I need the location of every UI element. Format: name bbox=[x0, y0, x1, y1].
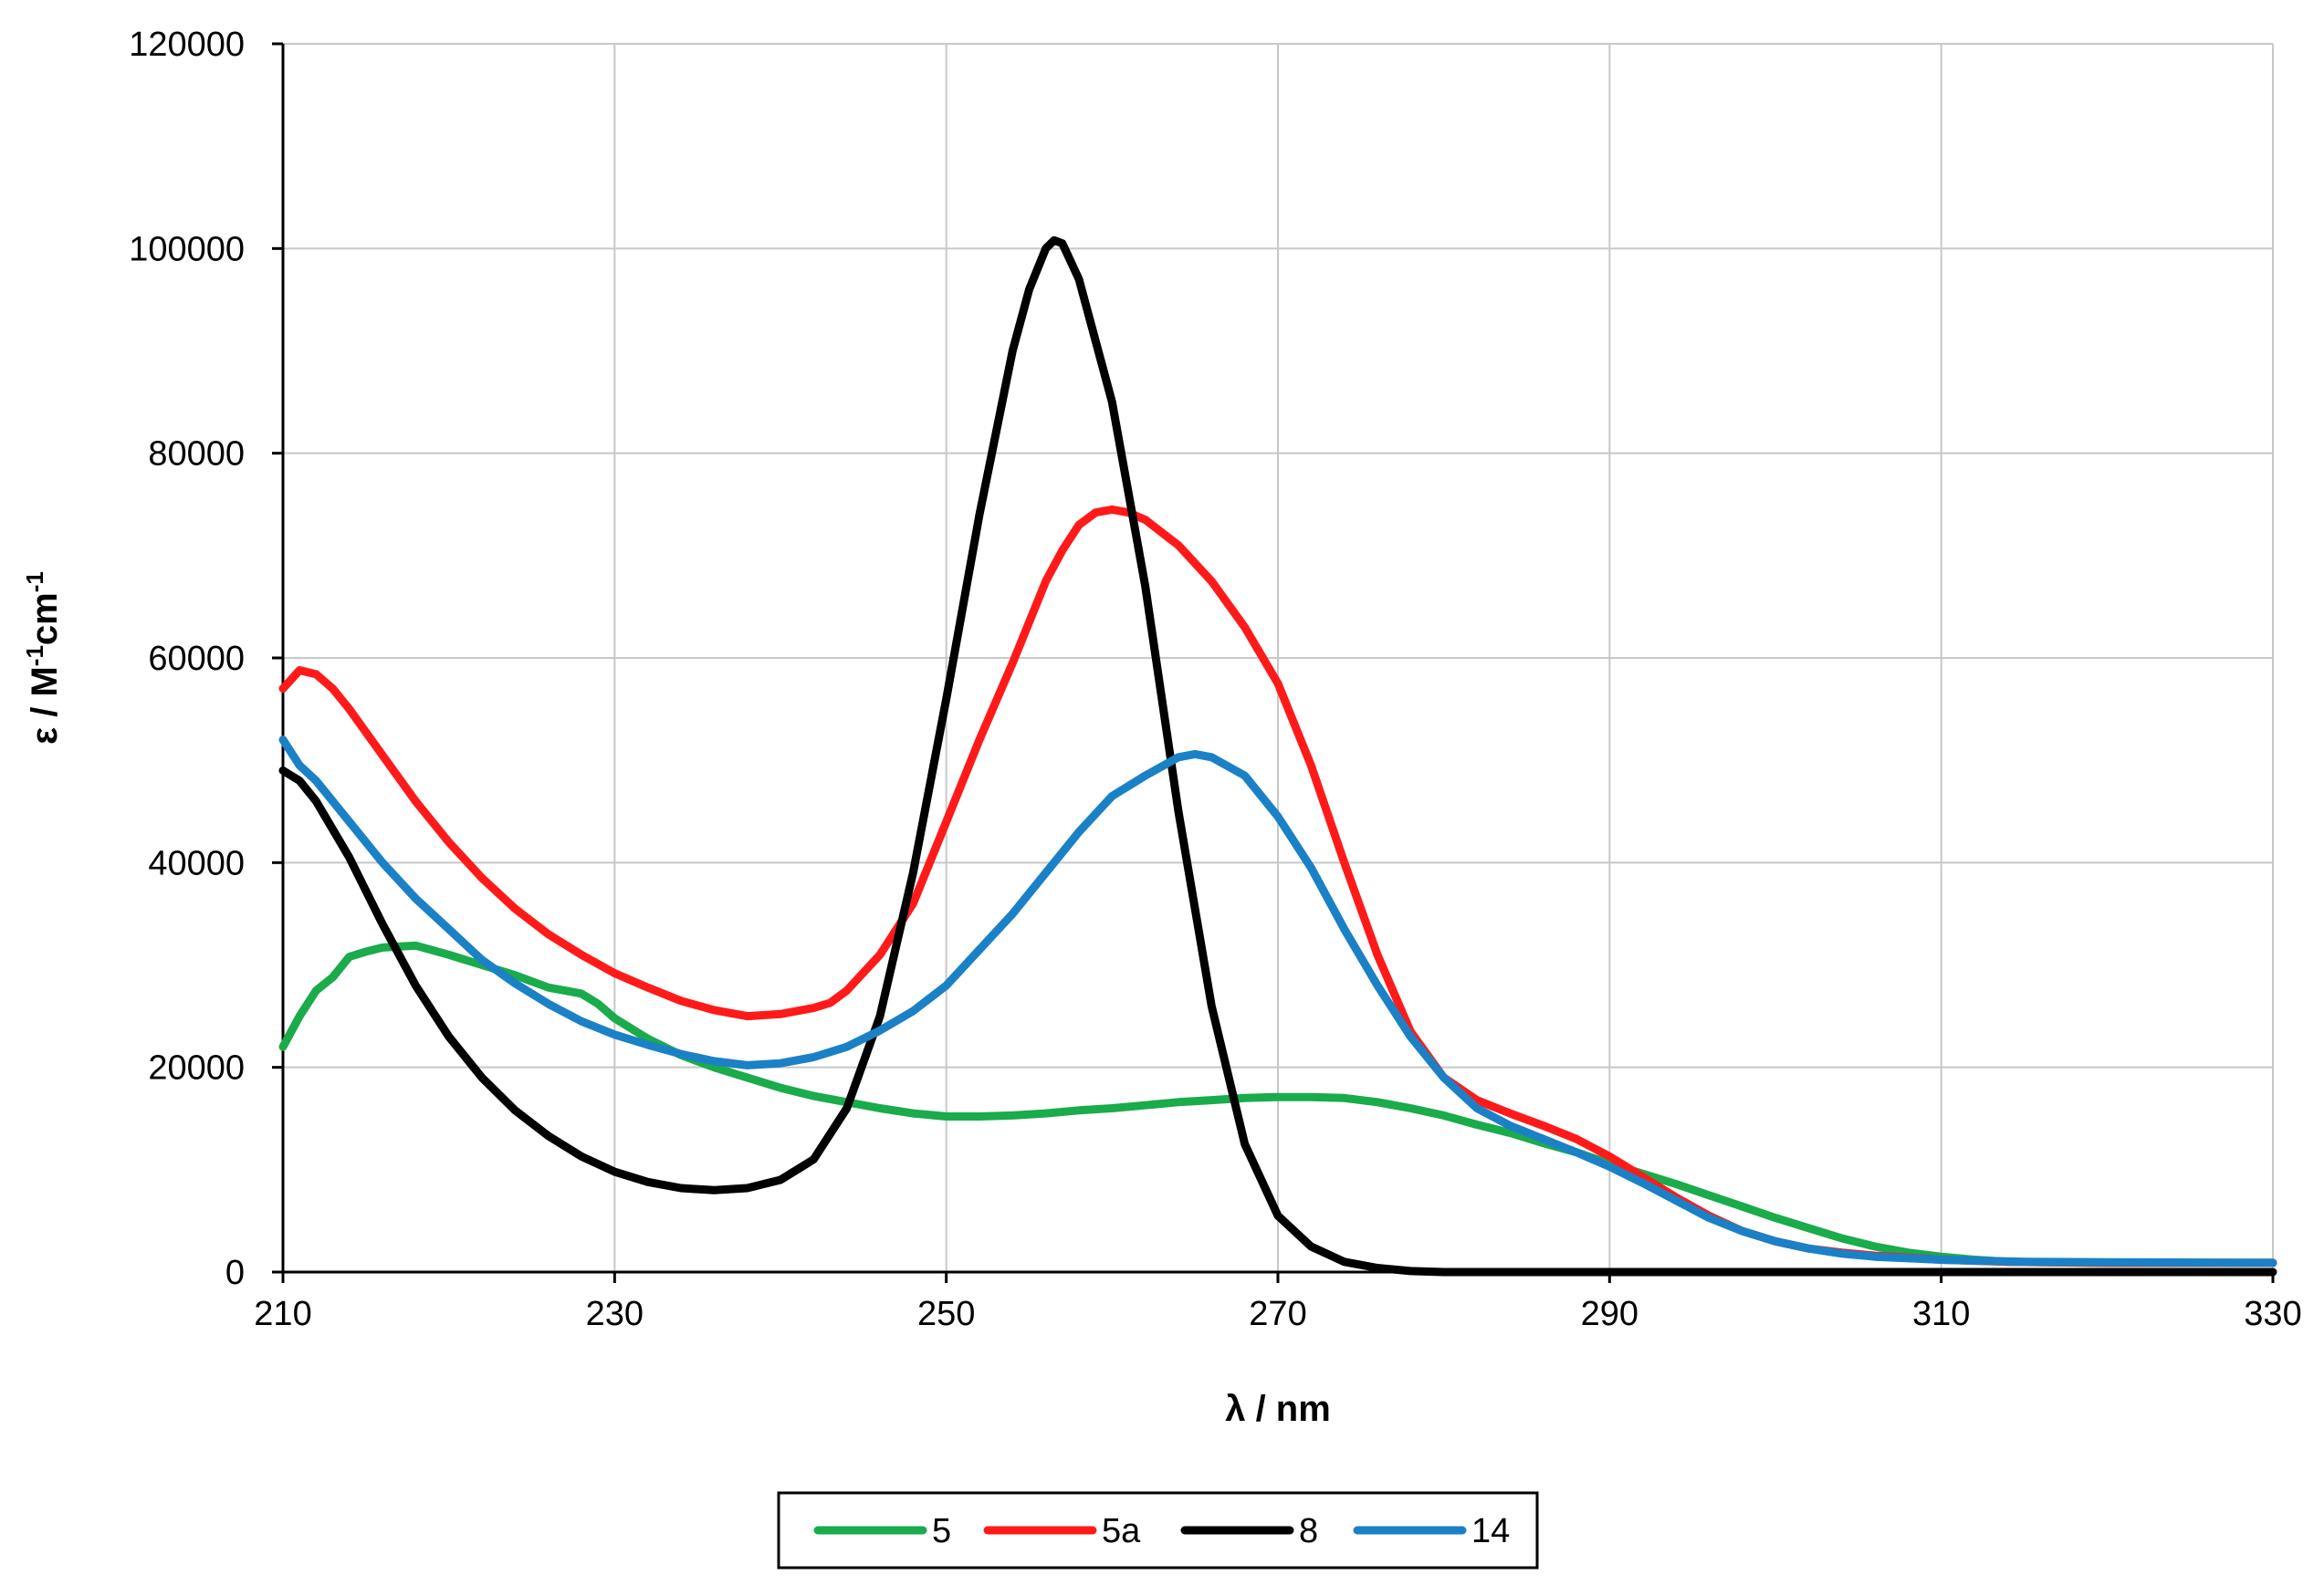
y-tick-label: 20000 bbox=[148, 1049, 245, 1088]
x-tick-label: 330 bbox=[2244, 1295, 2301, 1333]
x-tick-label: 210 bbox=[254, 1295, 311, 1333]
y-axis-title-mid: cm bbox=[25, 592, 65, 645]
series-line-14 bbox=[278, 735, 2277, 1267]
x-tick-label: 290 bbox=[1581, 1295, 1638, 1333]
legend-label-14: 14 bbox=[1471, 1512, 1510, 1550]
y-tick-label: 120000 bbox=[129, 26, 245, 64]
legend-label-8: 8 bbox=[1299, 1512, 1318, 1550]
legend: 5 5a 8 14 bbox=[777, 1491, 1539, 1570]
y-tick-label: 60000 bbox=[148, 640, 245, 678]
legend-label-5: 5 bbox=[932, 1512, 951, 1550]
x-tick-label: 270 bbox=[1249, 1295, 1306, 1333]
legend-items: 5 5a 8 14 bbox=[813, 1512, 1510, 1550]
y-tick-label: 40000 bbox=[148, 844, 245, 882]
x-tick-label: 250 bbox=[917, 1295, 975, 1333]
x-tick-labels: 210 230 250 270 290 310 330 bbox=[254, 1272, 2302, 1333]
y-axis-title-base: ε / M bbox=[25, 666, 65, 745]
y-axis-title-sup1: -1 bbox=[21, 645, 48, 666]
y-axis-title-sup2: -1 bbox=[21, 571, 48, 592]
y-tick-label: 0 bbox=[225, 1254, 245, 1292]
legend-label-5a: 5a bbox=[1102, 1512, 1141, 1550]
y-tick-label: 80000 bbox=[148, 435, 245, 474]
y-tick-labels: 0 20000 40000 60000 80000 100000 120000 bbox=[129, 26, 283, 1292]
y-tick-label: 100000 bbox=[129, 230, 245, 268]
x-tick-label: 230 bbox=[586, 1295, 644, 1333]
series-layer bbox=[278, 235, 2277, 1277]
x-axis-title: λ / nm bbox=[1225, 1389, 1331, 1429]
series-line-5 bbox=[278, 941, 2277, 1267]
series-line-8 bbox=[278, 235, 2277, 1277]
y-axis-title: ε / M-1cm-1 bbox=[21, 571, 65, 745]
grid-layer bbox=[282, 43, 2274, 1273]
x-tick-label: 310 bbox=[1912, 1295, 1970, 1333]
